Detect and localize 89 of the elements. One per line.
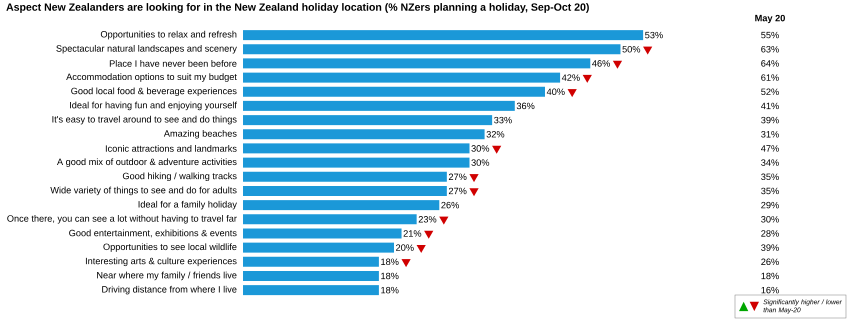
- y-tick-label: Good hiking / walking tracks: [122, 172, 237, 182]
- text: 26%: [761, 258, 779, 266]
- bar: [243, 158, 470, 168]
- bar: [243, 270, 379, 281]
- y-tick-label: Near where my family / friends live: [97, 272, 237, 280]
- bar: [243, 172, 447, 182]
- bar: [243, 143, 470, 154]
- data-label: 40%: [546, 88, 565, 96]
- point: [424, 230, 434, 239]
- text: 63%: [761, 46, 779, 52]
- y-tick-label: It's easy to travel around to see and do things: [52, 116, 237, 124]
- y-tick-label: Good local food & beverage experiences: [71, 87, 237, 96]
- point: [568, 89, 577, 97]
- text: 34%: [761, 159, 779, 166]
- y-tick-label: Good entertainment, exhibitions & events: [69, 230, 237, 238]
- text: 35%: [761, 174, 779, 180]
- text: 39%: [761, 244, 779, 251]
- data-label: 30%: [471, 145, 490, 152]
- bar: [243, 30, 644, 40]
- text: 41%: [760, 102, 779, 110]
- bar: [243, 214, 417, 224]
- y-tick-label: Interesting arts & culture experiences: [86, 258, 237, 266]
- text: 39%: [761, 116, 779, 124]
- data-label: 53%: [645, 32, 663, 38]
- y-tick-label: Ideal for having fun and enjoying yourself: [70, 102, 237, 110]
- point: [643, 46, 652, 54]
- y-tick-label: Opportunities to see local wildlife: [103, 243, 237, 252]
- data-label: 46%: [592, 60, 610, 67]
- bar: [243, 228, 402, 238]
- text: 16%: [762, 286, 779, 294]
- data-label: 50%: [622, 46, 640, 52]
- y-tick-label: Wide variety of things to see and do for adults: [50, 186, 237, 196]
- text: 47%: [760, 145, 779, 152]
- data-label: 18%: [381, 258, 399, 266]
- point: [470, 174, 478, 182]
- data-label: 18%: [381, 272, 399, 280]
- data-label: 27%: [448, 188, 467, 194]
- y-tick-label: Spectacular natural landscapes and scenery: [56, 44, 237, 54]
- point: [582, 74, 592, 83]
- text: May 20: [755, 14, 785, 24]
- data-label: 20%: [396, 244, 414, 251]
- text: 28%: [761, 230, 779, 237]
- point: [402, 259, 411, 267]
- bar: [243, 58, 590, 68]
- y-tick-label: Opportunities to relax and refresh: [100, 30, 236, 40]
- bar: [243, 242, 394, 253]
- bar: [243, 129, 485, 140]
- text: 35%: [761, 188, 779, 194]
- point: [492, 146, 502, 154]
- y-tick-label: A good mix of outdoor & adventure activities: [56, 158, 237, 167]
- y-tick-label: Driving distance from where I live: [102, 286, 237, 294]
- chart-title: Aspect New Zealanders are looking for in the New Zealand holiday location (% NZers planning a holiday, Sep-Oct 20): [6, 3, 589, 13]
- data-label: 21%: [404, 230, 422, 237]
- bar: [243, 285, 379, 296]
- bar: [243, 86, 545, 97]
- text: 52%: [761, 88, 779, 96]
- data-label: 26%: [441, 202, 459, 208]
- point: [416, 244, 426, 253]
- bar: [243, 72, 560, 83]
- data-label: 27%: [448, 174, 467, 180]
- text: 30%: [761, 216, 779, 223]
- bar: [243, 44, 620, 54]
- text: 64%: [761, 60, 779, 67]
- y-tick-label: Iconic attractions and landmarks: [106, 145, 237, 152]
- y-tick-label: Accommodation options to suit my budget: [66, 73, 237, 82]
- bar: [243, 256, 379, 267]
- text: 55%: [761, 32, 779, 38]
- text: 61%: [761, 74, 779, 81]
- y-tick-label: Amazing beaches: [164, 130, 237, 139]
- y-tick-label: Ideal for a family holiday: [138, 200, 237, 210]
- y-tick-label: Once there, you can see a lot without having to travel far: [7, 214, 237, 224]
- point: [439, 216, 448, 224]
- text: 29%: [761, 202, 779, 208]
- data-label: 32%: [486, 131, 504, 138]
- bar: [243, 200, 440, 210]
- data-label: 23%: [418, 216, 436, 223]
- text: 31%: [761, 131, 779, 138]
- data-label: 30%: [471, 159, 490, 166]
- data-label: 36%: [516, 102, 534, 110]
- text: 18%: [762, 272, 779, 280]
- data-label: 18%: [381, 286, 399, 294]
- point: [613, 60, 622, 68]
- bar: [243, 186, 447, 196]
- bar: [243, 100, 515, 111]
- bar: [243, 115, 492, 126]
- data-label: 42%: [562, 74, 580, 81]
- y-tick-label: Place I have never been before: [110, 60, 237, 67]
- point: [470, 188, 478, 196]
- data-label: 33%: [494, 116, 512, 124]
